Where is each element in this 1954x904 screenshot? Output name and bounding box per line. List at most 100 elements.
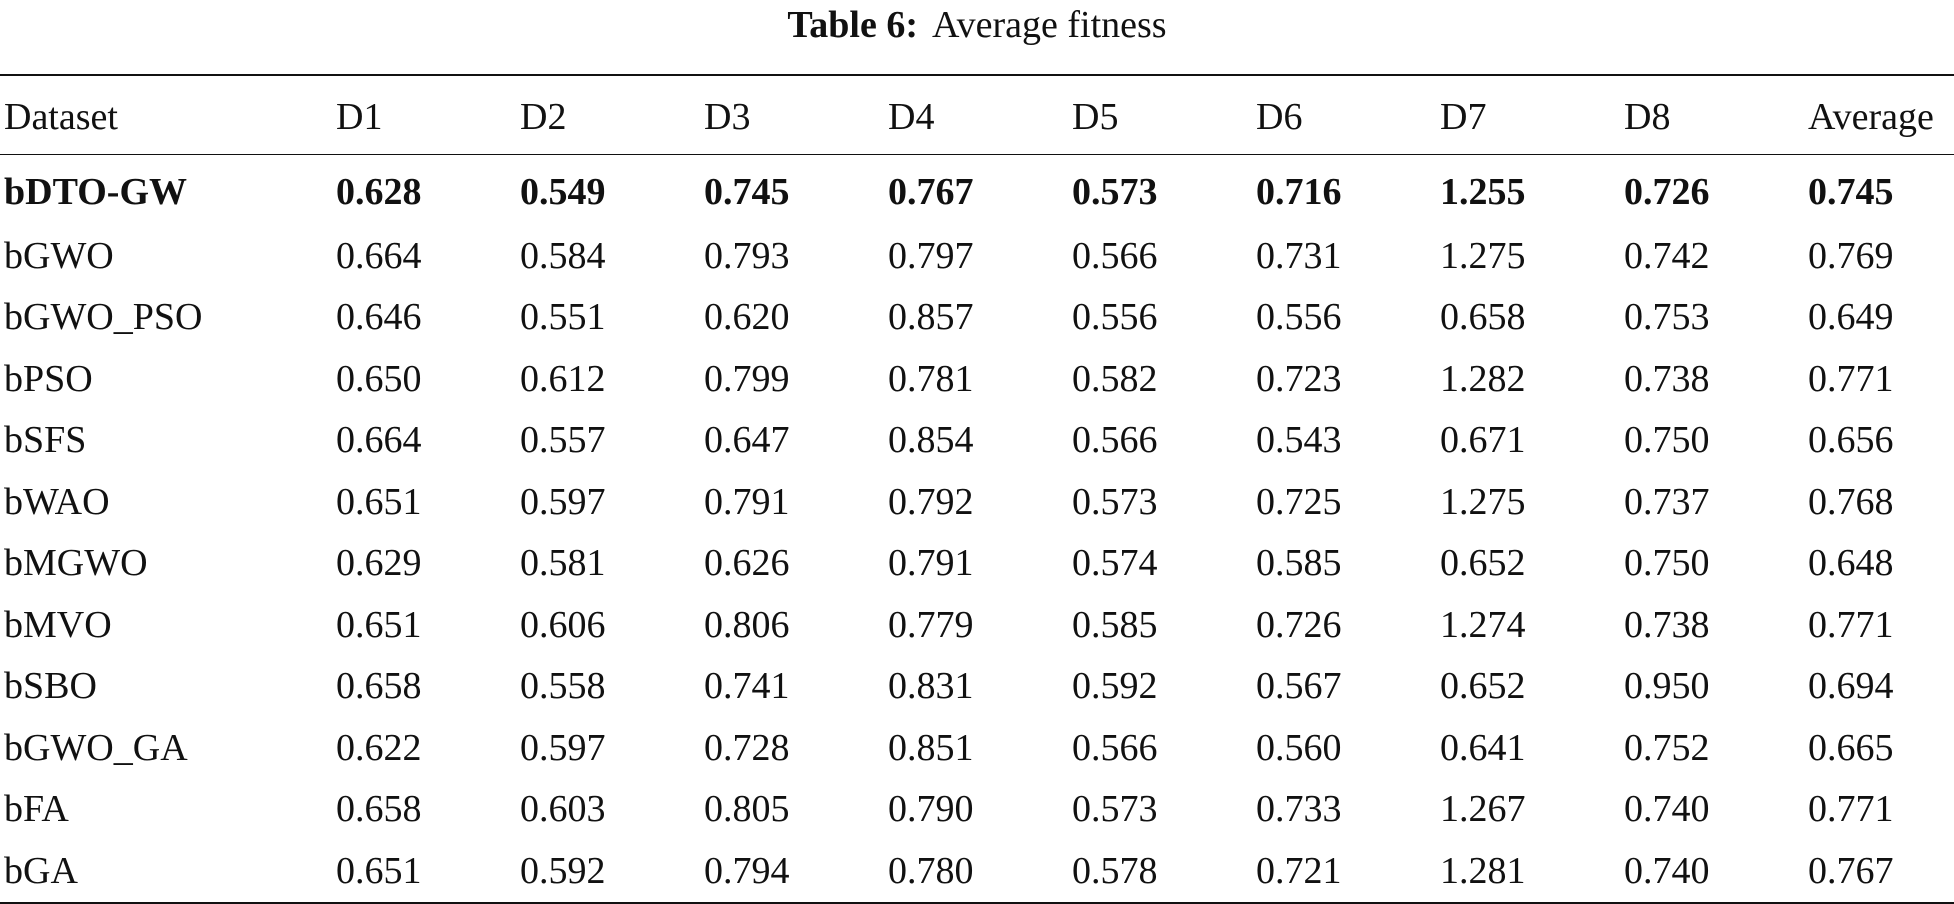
value-cell: 0.652 xyxy=(1440,665,1526,708)
value-cell: 0.726 xyxy=(1624,171,1710,213)
value-cell: 0.793 xyxy=(704,234,790,277)
value-cell: 0.581 xyxy=(520,542,606,585)
dataset-name-cell: bMGWO xyxy=(4,542,148,585)
dataset-name-cell: bGA xyxy=(4,849,78,892)
value-cell: 0.854 xyxy=(888,419,974,462)
value-cell: 0.606 xyxy=(520,603,606,646)
dataset-name-cell: bDTO-GW xyxy=(4,171,188,213)
dataset-name-cell: bFA xyxy=(4,788,69,831)
value-cell: 1.282 xyxy=(1440,357,1526,400)
value-cell: 0.556 xyxy=(1072,296,1158,339)
table-row: bMGWO 0.629 0.581 0.626 0.791 0.574 0.585 0.652… xyxy=(0,533,1954,595)
value-cell: 0.671 xyxy=(1440,419,1526,462)
value-cell: 0.779 xyxy=(888,603,974,646)
value-cell: 0.806 xyxy=(704,603,790,646)
value-cell: 0.741 xyxy=(704,665,790,708)
value-cell: 0.585 xyxy=(1072,603,1158,646)
value-cell: 0.857 xyxy=(888,296,974,339)
value-cell: 0.781 xyxy=(888,357,974,400)
column-header: D4 xyxy=(888,96,935,138)
value-cell: 0.574 xyxy=(1072,542,1158,585)
value-cell: 0.950 xyxy=(1624,665,1710,708)
value-cell: 0.566 xyxy=(1072,726,1158,769)
value-cell: 0.543 xyxy=(1256,419,1342,462)
value-cell: 0.768 xyxy=(1808,480,1894,523)
header-row: Dataset D1 D2 D3 D4 D5 D6 D7 D8 Average xyxy=(0,75,1954,155)
value-cell: 0.664 xyxy=(336,419,422,462)
value-cell: 0.573 xyxy=(1072,171,1158,213)
value-cell: 0.799 xyxy=(704,357,790,400)
value-cell: 0.556 xyxy=(1256,296,1342,339)
column-header: Average xyxy=(1808,96,1934,138)
value-cell: 1.281 xyxy=(1440,849,1526,892)
dataset-name-cell: bGWO xyxy=(4,234,114,277)
value-cell: 0.629 xyxy=(336,542,422,585)
value-cell: 0.792 xyxy=(888,480,974,523)
table-row: bGWO_GA 0.622 0.597 0.728 0.851 0.566 0.560 0.6… xyxy=(0,717,1954,779)
value-cell: 0.737 xyxy=(1624,480,1710,523)
value-cell: 0.738 xyxy=(1624,603,1710,646)
value-cell: 0.771 xyxy=(1808,603,1894,646)
value-cell: 0.603 xyxy=(520,788,606,831)
value-cell: 0.573 xyxy=(1072,788,1158,831)
fitness-table: Dataset D1 D2 D3 D4 D5 D6 D7 D8 Average bDTO-GW 0.… xyxy=(0,74,1954,904)
value-cell: 0.592 xyxy=(520,849,606,892)
value-cell: 0.658 xyxy=(336,788,422,831)
value-cell: 0.664 xyxy=(336,234,422,277)
table-row: bFA 0.658 0.603 0.805 0.790 0.573 0.733 1.267 0.… xyxy=(0,779,1954,841)
value-cell: 0.767 xyxy=(1808,849,1894,892)
value-cell: 1.267 xyxy=(1440,788,1526,831)
dataset-name-cell: bGWO_PSO xyxy=(4,296,203,339)
value-cell: 1.275 xyxy=(1440,480,1526,523)
value-cell: 0.745 xyxy=(704,171,790,213)
value-cell: 0.567 xyxy=(1256,665,1342,708)
value-cell: 0.794 xyxy=(704,849,790,892)
value-cell: 0.584 xyxy=(520,234,606,277)
value-cell: 0.597 xyxy=(520,480,606,523)
value-cell: 0.694 xyxy=(1808,665,1894,708)
value-cell: 0.585 xyxy=(1256,542,1342,585)
dataset-name-cell: bWAO xyxy=(4,480,110,523)
value-cell: 0.573 xyxy=(1072,480,1158,523)
value-cell: 0.771 xyxy=(1808,357,1894,400)
value-cell: 0.647 xyxy=(704,419,790,462)
caption-label: Table 6: xyxy=(787,4,918,46)
value-cell: 0.767 xyxy=(888,171,974,213)
value-cell: 0.831 xyxy=(888,665,974,708)
value-cell: 0.557 xyxy=(520,419,606,462)
table-container: Dataset D1 D2 D3 D4 D5 D6 D7 D8 Average bDTO-GW 0.… xyxy=(0,74,1954,904)
table-row: bGA 0.651 0.592 0.794 0.780 0.578 0.721 1.281 0.… xyxy=(0,840,1954,903)
value-cell: 0.597 xyxy=(520,726,606,769)
column-header: D3 xyxy=(704,96,751,138)
value-cell: 0.566 xyxy=(1072,234,1158,277)
value-cell: 0.665 xyxy=(1808,726,1894,769)
table-row: bDTO-GW 0.628 0.549 0.745 0.767 0.573 0.716 1.2… xyxy=(0,155,1954,226)
value-cell: 0.566 xyxy=(1072,419,1158,462)
value-cell: 0.740 xyxy=(1624,788,1710,831)
value-cell: 0.651 xyxy=(336,480,422,523)
column-header: D7 xyxy=(1440,96,1487,138)
value-cell: 0.620 xyxy=(704,296,790,339)
caption-title: Average fitness xyxy=(931,4,1167,46)
column-header: D2 xyxy=(520,96,567,138)
value-cell: 0.658 xyxy=(1440,296,1526,339)
table-caption: Table 6: Average fitness xyxy=(0,0,1954,50)
value-cell: 0.791 xyxy=(888,542,974,585)
value-cell: 0.797 xyxy=(888,234,974,277)
column-header: Dataset xyxy=(4,96,118,138)
value-cell: 0.641 xyxy=(1440,726,1526,769)
table-row: bWAO 0.651 0.597 0.791 0.792 0.573 0.725 1.275 0… xyxy=(0,471,1954,533)
value-cell: 0.791 xyxy=(704,480,790,523)
dataset-name-cell: bSBO xyxy=(4,665,97,708)
value-cell: 0.650 xyxy=(336,357,422,400)
dataset-name-cell: bMVO xyxy=(4,603,112,646)
value-cell: 0.592 xyxy=(1072,665,1158,708)
value-cell: 0.740 xyxy=(1624,849,1710,892)
column-header: D6 xyxy=(1256,96,1303,138)
table-row: bSBO 0.658 0.558 0.741 0.831 0.592 0.567 0.652 0… xyxy=(0,656,1954,718)
column-header: D5 xyxy=(1072,96,1119,138)
value-cell: 0.558 xyxy=(520,665,606,708)
value-cell: 1.274 xyxy=(1440,603,1526,646)
value-cell: 0.725 xyxy=(1256,480,1342,523)
value-cell: 0.721 xyxy=(1256,849,1342,892)
